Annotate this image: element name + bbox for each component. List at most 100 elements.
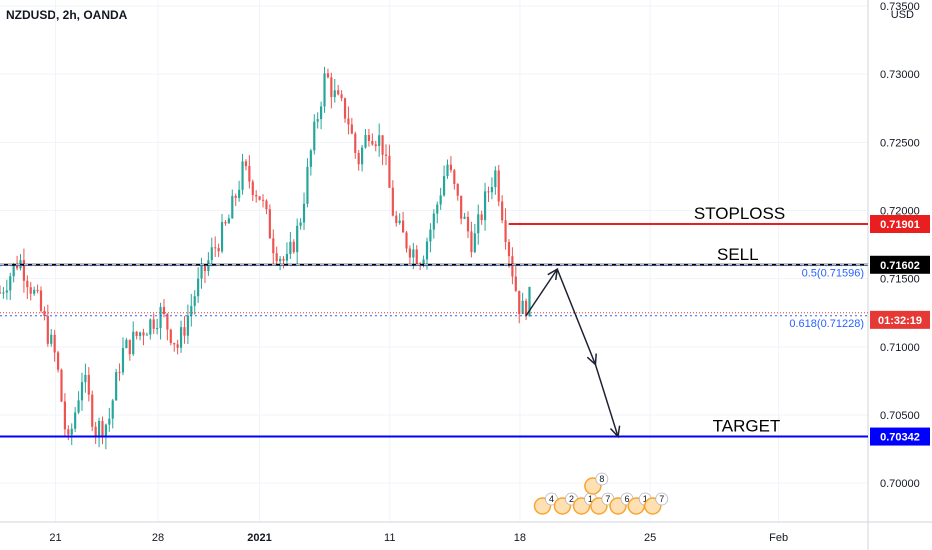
candle-body <box>156 328 159 330</box>
candle-body <box>2 292 5 294</box>
candle-body <box>12 264 15 277</box>
event-count: 1 <box>588 494 593 504</box>
candle-body <box>118 372 121 374</box>
candle-body <box>214 247 217 249</box>
candle-body <box>340 94 343 99</box>
candle-body <box>56 352 60 370</box>
candle-body <box>494 170 497 188</box>
candle-body <box>36 290 39 292</box>
time-tick-label: 2021 <box>247 532 271 544</box>
candle-body <box>504 220 507 243</box>
event-count-badge <box>655 492 669 506</box>
candle-body <box>272 238 275 254</box>
candle-body <box>162 306 166 315</box>
sell-annotation: SELL <box>717 245 759 264</box>
candle-body <box>159 306 162 329</box>
candle-body <box>463 216 466 219</box>
event-count: 1 <box>643 494 648 504</box>
candle-body <box>132 331 135 355</box>
candle-body <box>111 400 114 419</box>
candle-body <box>442 176 446 196</box>
price-tick-label: 0.73500 <box>880 1 920 13</box>
candle-body <box>330 77 333 98</box>
candle-body <box>210 247 213 261</box>
stoploss-annotation: STOPLOSS <box>694 204 785 223</box>
time-tick-label: 21 <box>49 532 61 544</box>
candle-body <box>121 348 125 373</box>
candle-body <box>128 339 131 355</box>
fib-label: 0.5(0.71596) <box>802 268 864 280</box>
candle-body <box>169 329 172 344</box>
candle-body <box>487 191 490 193</box>
stoploss-price-tag: 0.71901 <box>880 219 920 231</box>
candle-body <box>29 287 32 294</box>
currency-label: USD <box>890 9 914 21</box>
candle-body <box>388 155 391 188</box>
price-tick-label: 0.72500 <box>880 137 920 149</box>
candle-body <box>480 214 483 221</box>
event-count: 4 <box>549 494 554 504</box>
price-tick-label: 0.71500 <box>880 274 920 286</box>
candle-body <box>326 73 330 78</box>
candle-body <box>67 429 70 435</box>
price-tick-label: 0.70000 <box>880 478 920 490</box>
arrowhead-target <box>609 425 621 439</box>
candle-body <box>43 310 46 317</box>
candle-body <box>234 195 237 198</box>
candle-body <box>179 327 183 348</box>
price-tick-label: 0.72000 <box>880 206 920 218</box>
candle-body <box>87 374 90 395</box>
event-count: 7 <box>659 494 664 504</box>
candle-body <box>309 150 312 167</box>
candle-body <box>183 327 186 336</box>
candle-body <box>33 290 36 294</box>
candle-body <box>299 222 302 226</box>
candle-body <box>367 134 371 142</box>
target-annotation: TARGET <box>713 417 781 436</box>
time-tick-label: 28 <box>152 532 164 544</box>
candle-body <box>408 248 412 258</box>
candle-body <box>84 374 87 383</box>
event-count: 8 <box>599 474 604 484</box>
candle-body <box>350 124 353 134</box>
candle-body <box>26 280 29 288</box>
candle-body <box>429 229 432 242</box>
arrowhead-up <box>547 267 559 281</box>
candle-body <box>227 218 230 224</box>
candle-body <box>384 154 388 156</box>
time-tick-label: 18 <box>514 532 526 544</box>
projection-up-arrow <box>525 268 558 317</box>
candle-body <box>15 264 19 269</box>
candle-body <box>456 183 459 196</box>
candle-body <box>108 418 111 425</box>
candle-body <box>166 314 169 330</box>
candle-body <box>422 259 425 267</box>
candle-body <box>231 195 234 219</box>
event-count-badge <box>595 472 609 486</box>
candle-body <box>115 372 118 401</box>
candle-body <box>176 344 179 348</box>
candle-body <box>501 201 504 221</box>
candle-body <box>265 200 268 210</box>
candle-body <box>466 216 470 232</box>
price-tick-label: 0.73000 <box>880 69 920 81</box>
candle-body <box>302 203 306 223</box>
candle-body <box>190 305 193 316</box>
candle-body <box>470 231 473 253</box>
candle-body <box>94 426 97 436</box>
candle-body <box>398 220 401 224</box>
candle-body <box>333 90 336 98</box>
candle-body <box>446 164 449 177</box>
sell-price-tag: 0.71602 <box>880 260 920 272</box>
candle-body <box>238 189 241 198</box>
candle-body <box>490 187 493 193</box>
candle-body <box>39 290 43 311</box>
candle-body <box>306 166 309 204</box>
candle-body <box>432 213 435 230</box>
candle-body <box>518 290 521 315</box>
candle-body <box>477 214 480 234</box>
candle-body <box>261 199 265 201</box>
candle-body <box>282 258 285 261</box>
